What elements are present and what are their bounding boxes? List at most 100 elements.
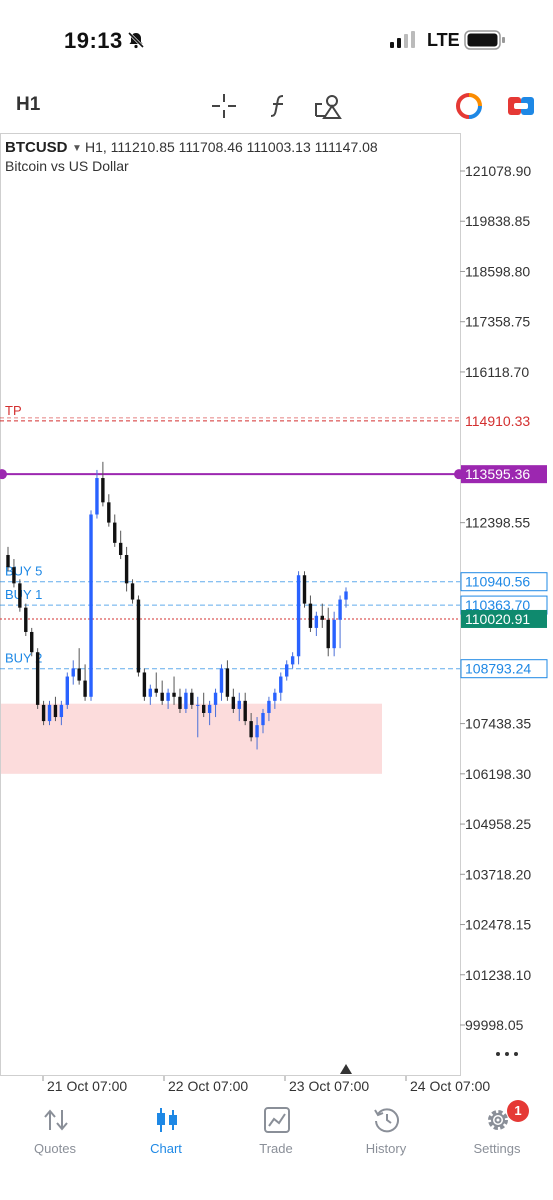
time-axis-label: 21 Oct 07:00	[47, 1078, 127, 1094]
candle-body	[89, 514, 93, 697]
candle-body	[65, 676, 69, 705]
bottom-tab-bar: Quotes Chart Trade History Settings	[0, 1096, 553, 1200]
candle-body	[53, 704, 58, 718]
alert-handle-left[interactable]	[0, 469, 7, 480]
candle-body	[59, 704, 64, 718]
candle-body	[225, 668, 230, 697]
tp-price-tag	[461, 411, 547, 430]
price-chart[interactable]: 121078.90 119838.85 118598.80 117358.75 1161…	[0, 133, 553, 1078]
candle-body	[154, 688, 158, 693]
chart-description: Bitcoin vs US Dollar	[5, 158, 129, 174]
buy1-label: BUY 1	[5, 587, 42, 602]
buy2-label: BUY 2	[5, 651, 42, 666]
account-color-icon[interactable]	[455, 92, 483, 120]
tab-trade-label: Trade	[259, 1141, 293, 1156]
price-axis-label: 112398.55	[465, 515, 530, 531]
candle-body	[296, 575, 301, 657]
chart-end-marker-icon	[340, 1064, 352, 1074]
candle-body	[124, 554, 129, 584]
price-axis-label: 106198.30	[465, 766, 531, 782]
tab-quotes-label: Quotes	[34, 1141, 76, 1156]
price-axis-label: 104958.25	[465, 816, 531, 832]
settings-notification-badge: 1	[507, 1100, 529, 1122]
indicators-icon[interactable]	[264, 92, 292, 120]
candle-body	[184, 692, 188, 709]
arrows-updown-icon	[44, 1109, 68, 1131]
objects-icon[interactable]	[314, 92, 344, 120]
tab-settings[interactable]: Settings	[442, 1096, 552, 1166]
tab-settings-label: Settings	[473, 1141, 521, 1156]
more-dots-icon[interactable]	[496, 1052, 500, 1056]
tab-chart[interactable]: Chart	[111, 1096, 221, 1166]
time-axis-label: 22 Oct 07:00	[168, 1078, 248, 1094]
status-bar: 19:13 LTE	[0, 0, 553, 80]
candle-body	[213, 692, 218, 705]
gear-icon	[488, 1110, 508, 1130]
crosshair-icon[interactable]	[210, 92, 238, 120]
symbol-dropdown-icon[interactable]: ▼	[72, 143, 82, 154]
candle-body	[95, 478, 99, 515]
bid-price-tag	[461, 609, 547, 628]
price-axis-label: 101238.10	[465, 967, 531, 983]
one-click-trading-icon[interactable]	[507, 94, 535, 118]
candle-body	[148, 688, 153, 697]
candle-body	[71, 668, 75, 677]
plot-frame	[0, 133, 461, 1076]
price-axis-label: 116118.70	[465, 364, 529, 380]
candle-body	[35, 652, 40, 705]
buy1-price: 110363.70	[465, 597, 530, 613]
candle-body	[261, 712, 265, 726]
candle-body	[136, 599, 141, 673]
buy5-label: BUY 5	[5, 564, 42, 579]
tp-price: 114910.33	[465, 413, 530, 429]
buy2-price: 108793.24	[465, 661, 531, 677]
candle-body	[249, 721, 253, 738]
candle-body	[18, 583, 22, 608]
time-axis-label: 23 Oct 07:00	[289, 1078, 369, 1094]
buy2-price-tag	[460, 659, 548, 679]
candlestick-icon	[157, 1108, 177, 1132]
tab-history[interactable]: History	[331, 1096, 441, 1166]
timeframe-selector[interactable]: H1	[16, 94, 41, 115]
tp-label: TP	[5, 403, 22, 418]
price-axis-label: 118598.80	[465, 263, 530, 279]
price-axis-label: 99998.05	[465, 1017, 524, 1033]
trend-chart-icon	[264, 1107, 290, 1133]
buy5-price: 110940.56	[465, 574, 530, 590]
price-axis-label: 107438.35	[465, 716, 531, 732]
status-time: 19:13	[64, 28, 123, 53]
tab-quotes[interactable]: Quotes	[0, 1096, 110, 1166]
candle-body	[196, 704, 200, 706]
candle-body	[30, 631, 34, 653]
price-axis-label: 102478.15	[465, 917, 531, 933]
time-axis: 21 Oct 07:00 22 Oct 07:00 23 Oct 07:00 24 O…	[42, 1076, 490, 1094]
candle-body	[332, 619, 336, 649]
candle-body	[41, 704, 46, 722]
price-axis-label: 121078.90	[465, 163, 531, 179]
candle-body	[6, 554, 10, 568]
candle-body	[172, 692, 176, 697]
tab-chart-label: Chart	[150, 1141, 182, 1156]
candle-body	[24, 607, 28, 632]
candle-body	[237, 700, 241, 709]
candle-body	[107, 502, 111, 523]
chart-ohlc: H1, 111210.85 111708.46 111003.13 111147…	[85, 139, 378, 155]
alert-price-tag	[461, 465, 547, 484]
chart-area[interactable]: 121078.90 119838.85 118598.80 117358.75 1161…	[0, 133, 553, 1078]
buy5-price-tag	[460, 572, 548, 592]
history-clock-icon	[374, 1108, 399, 1133]
candle-body	[231, 696, 236, 709]
candle-body	[320, 615, 324, 620]
candle-body	[308, 603, 313, 628]
candle-body	[178, 696, 182, 709]
demand-zone[interactable]	[1, 703, 382, 774]
candle-body	[255, 725, 259, 738]
candle-body	[285, 664, 289, 677]
battery-icon	[464, 30, 505, 50]
candle-body	[314, 615, 319, 628]
chart-symbol[interactable]: BTCUSD	[5, 139, 68, 156]
candle-body	[47, 704, 52, 722]
tab-trade[interactable]: Trade	[221, 1096, 331, 1166]
candle-body	[190, 692, 194, 705]
bell-muted-icon	[127, 31, 145, 49]
